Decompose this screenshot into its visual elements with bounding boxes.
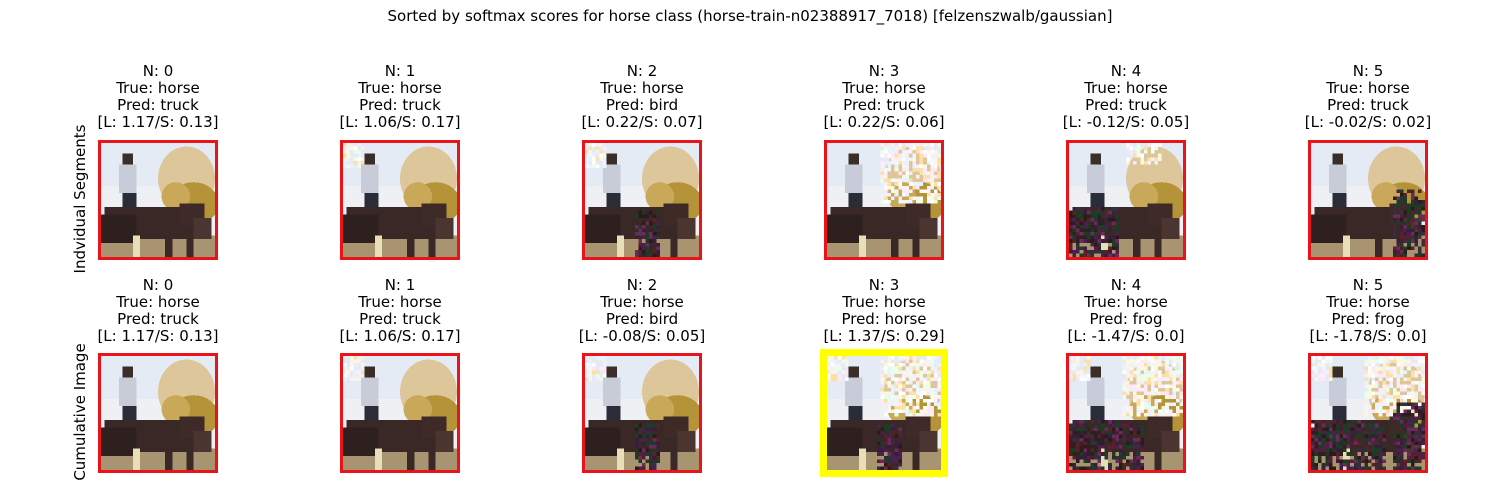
panel-title-r0-c4: N: 4 True: horse Pred: truck [L: -0.12/S: 0…	[1006, 63, 1246, 131]
panel-true-label: True: horse	[600, 293, 684, 311]
panel-index-label: N: 0	[142, 62, 174, 80]
panel-index-label: N: 3	[868, 62, 900, 80]
panel-true-label: True: horse	[842, 79, 926, 97]
panel-pred-label: Pred: truck	[359, 310, 441, 328]
panel-scores-label: [L: -0.12/S: 0.05]	[1062, 113, 1190, 131]
panel-scores-label: [L: -1.78/S: 0.0]	[1309, 327, 1427, 345]
panel-true-label: True: horse	[1326, 79, 1410, 97]
horse-image	[1066, 353, 1186, 473]
panel-title-r1-c0: N: 0 True: horse Pred: truck [L: 1.17/S: 0.…	[38, 277, 278, 345]
panel-true-label: True: horse	[116, 293, 200, 311]
panel-index-label: N: 1	[384, 62, 416, 80]
figure-title: Sorted by softmax scores for horse class…	[387, 7, 1113, 25]
panel-title-r0-c2: N: 2 True: horse Pred: bird [L: 0.22/S: 0.0…	[522, 63, 762, 131]
panel-index-label: N: 0	[142, 276, 174, 294]
panel-title-r1-c3: N: 3 True: horse Pred: horse [L: 1.37/S: 0.…	[764, 277, 1004, 345]
panel-scores-label: [L: 1.17/S: 0.13]	[97, 113, 219, 131]
panel-pred-label: Pred: truck	[1085, 96, 1167, 114]
horse-image	[98, 353, 218, 473]
panel-true-label: True: horse	[1326, 293, 1410, 311]
horse-image	[98, 140, 218, 260]
panel-index-label: N: 1	[384, 276, 416, 294]
panel-scores-label: [L: 1.37/S: 0.29]	[823, 327, 945, 345]
panel-title-r0-c0: N: 0 True: horse Pred: truck [L: 1.17/S: 0.…	[38, 63, 278, 131]
panel-true-label: True: horse	[842, 293, 926, 311]
panel-scores-label: [L: 1.17/S: 0.13]	[97, 327, 219, 345]
panel-pred-label: Pred: truck	[117, 96, 199, 114]
panel-scores-label: [L: -0.02/S: 0.02]	[1304, 113, 1432, 131]
panel-index-label: N: 2	[626, 276, 658, 294]
panel-pred-label: Pred: horse	[841, 310, 927, 328]
panel-pred-label: Pred: frog	[1089, 310, 1163, 328]
row-label-individual-segments: Indvidual Segments	[71, 124, 89, 274]
panel-title-r1-c4: N: 4 True: horse Pred: frog [L: -1.47/S: 0.…	[1006, 277, 1246, 345]
panel-true-label: True: horse	[1084, 293, 1168, 311]
panel-pred-label: Pred: truck	[1327, 96, 1409, 114]
panel-true-label: True: horse	[358, 293, 442, 311]
panel-index-label: N: 5	[1352, 276, 1384, 294]
panel-title-r1-c5: N: 5 True: horse Pred: frog [L: -1.78/S: 0.…	[1248, 277, 1488, 345]
horse-image	[1066, 140, 1186, 260]
panel-true-label: True: horse	[358, 79, 442, 97]
panel-scores-label: [L: 0.22/S: 0.06]	[823, 113, 945, 131]
panel-pred-label: Pred: truck	[843, 96, 925, 114]
panel-scores-label: [L: 0.22/S: 0.07]	[581, 113, 703, 131]
horse-image	[1308, 140, 1428, 260]
panel-true-label: True: horse	[1084, 79, 1168, 97]
panel-index-label: N: 5	[1352, 62, 1384, 80]
panel-pred-label: Pred: frog	[1331, 310, 1405, 328]
horse-image	[582, 353, 702, 473]
horse-image	[582, 140, 702, 260]
panel-pred-label: Pred: truck	[359, 96, 441, 114]
panel-scores-label: [L: -0.08/S: 0.05]	[578, 327, 706, 345]
panel-scores-label: [L: -1.47/S: 0.0]	[1067, 327, 1185, 345]
horse-image	[340, 353, 460, 473]
panel-true-label: True: horse	[600, 79, 684, 97]
panel-title-r0-c3: N: 3 True: horse Pred: truck [L: 0.22/S: 0.…	[764, 63, 1004, 131]
panel-index-label: N: 3	[868, 276, 900, 294]
panel-index-label: N: 4	[1110, 62, 1142, 80]
panel-index-label: N: 2	[626, 62, 658, 80]
panel-true-label: True: horse	[116, 79, 200, 97]
panel-scores-label: [L: 1.06/S: 0.17]	[339, 327, 461, 345]
panel-scores-label: [L: 1.06/S: 0.17]	[339, 113, 461, 131]
horse-image	[1308, 353, 1428, 473]
panel-title-r1-c1: N: 1 True: horse Pred: truck [L: 1.06/S: 0.…	[280, 277, 520, 345]
panel-pred-label: Pred: bird	[605, 310, 679, 328]
row-label-cumulative-image: Cumulative Image	[71, 343, 89, 481]
horse-image	[340, 140, 460, 260]
highlighted-horse-image	[820, 349, 948, 477]
panel-pred-label: Pred: bird	[605, 96, 679, 114]
panel-title-r1-c2: N: 2 True: horse Pred: bird [L: -0.08/S: 0.…	[522, 277, 762, 345]
panel-title-r0-c5: N: 5 True: horse Pred: truck [L: -0.02/S: 0…	[1248, 63, 1488, 131]
panel-pred-label: Pred: truck	[117, 310, 199, 328]
panel-title-r0-c1: N: 1 True: horse Pred: truck [L: 1.06/S: 0.…	[280, 63, 520, 131]
panel-index-label: N: 4	[1110, 276, 1142, 294]
horse-image	[824, 140, 944, 260]
